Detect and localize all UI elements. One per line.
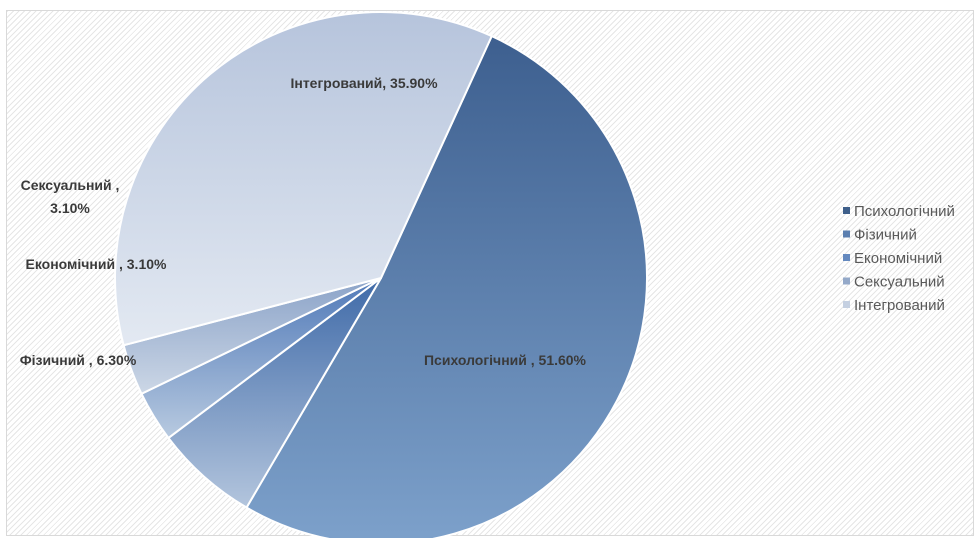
- pie-slice-5: [114, 11, 494, 347]
- legend: Психологічний Фізичний Економічний Сексуаль…: [843, 203, 955, 314]
- legend-marker-5: [843, 301, 850, 308]
- data-labels: Психологічний , 51.60% Фізичний , 6.30% Ек…: [20, 75, 587, 368]
- legend-label-5: Інтегрований: [854, 297, 945, 314]
- legend-marker-1: [843, 207, 850, 214]
- data-label-4: Сексуальний , 3.10%: [21, 177, 120, 216]
- legend-marker-4: [843, 277, 850, 285]
- legend-marker-2: [843, 230, 850, 238]
- data-label-5: Інтегрований, 35.90%: [290, 75, 438, 91]
- legend-label-4: Сексуальний: [854, 274, 945, 291]
- pie-slices: [114, 11, 648, 538]
- pie-slice-1: [245, 34, 648, 538]
- legend-label-2: Фізичний: [854, 227, 917, 244]
- legend-label-1: Психологічний: [854, 203, 955, 220]
- legend-marker-3: [843, 254, 850, 261]
- data-label-1: Психологічний , 51.60%: [424, 352, 587, 368]
- data-label-2: Фізичний , 6.30%: [20, 352, 137, 368]
- data-label-3: Економічний , 3.10%: [26, 256, 167, 272]
- legend-label-3: Економічний: [854, 250, 942, 267]
